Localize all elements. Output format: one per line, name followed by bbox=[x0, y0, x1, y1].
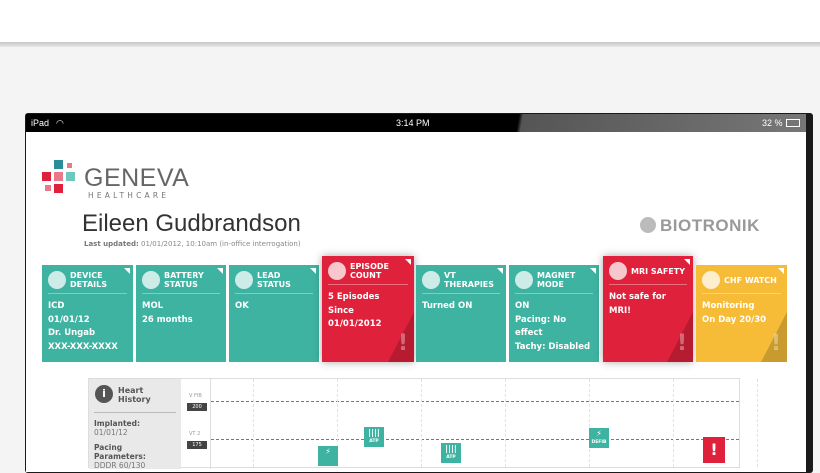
exclamation-icon: ! bbox=[397, 331, 408, 356]
battery-icon bbox=[142, 271, 160, 289]
warning-triangle-icon bbox=[388, 312, 414, 362]
card-vt-therapies[interactable]: VT Therapies Turned ON bbox=[416, 265, 506, 362]
expand-corner-icon[interactable] bbox=[590, 268, 596, 274]
status-bar: iPad ◠ 3:14 PM 32 % bbox=[26, 114, 806, 132]
expand-corner-icon[interactable] bbox=[778, 268, 784, 274]
biotronik-emblem-icon bbox=[640, 217, 656, 233]
page-top bbox=[0, 0, 820, 42]
card-value: Tachy: Disabled bbox=[515, 341, 591, 352]
zone-line bbox=[211, 401, 739, 402]
brand-subtitle: HEALTHCARE bbox=[88, 191, 170, 200]
card-title: CHF Watch bbox=[724, 275, 777, 285]
card-value: 5 Episodes bbox=[328, 292, 380, 302]
card-magnet-mode[interactable]: Magnet Mode ON Pacing: No effect Tachy: Dis… bbox=[509, 265, 599, 362]
grid-line bbox=[505, 379, 506, 467]
lead-icon bbox=[235, 271, 253, 289]
battery-level: 32 % bbox=[762, 118, 783, 128]
zone-value: 200 bbox=[187, 403, 207, 411]
expand-corner-icon[interactable] bbox=[217, 268, 223, 274]
warning-triangle-icon bbox=[761, 312, 787, 362]
grid-line bbox=[337, 379, 338, 467]
card-value: 26 months bbox=[142, 314, 193, 325]
biotronik-logo: BIOTRONIK bbox=[640, 216, 760, 236]
expand-corner-icon[interactable] bbox=[497, 268, 503, 274]
warning-triangle-icon bbox=[667, 312, 693, 362]
card-title: Magnet Mode bbox=[537, 271, 576, 289]
zone-line bbox=[211, 439, 739, 440]
grid-line bbox=[589, 379, 590, 467]
card-device-details[interactable]: Device Details ICD 01/01/12 Dr. Ungab XXX-XX… bbox=[42, 265, 133, 362]
card-chf-watch[interactable]: CHF Watch Monitoring On Day 20/30! bbox=[696, 265, 787, 362]
card-value: ICD bbox=[48, 301, 65, 311]
card-value: Not safe for MRI! bbox=[609, 292, 666, 316]
zone-value: 175 bbox=[187, 441, 207, 449]
updated-label: Last updated: bbox=[84, 240, 139, 248]
card-value: Monitoring bbox=[702, 301, 755, 311]
heart-history-chart: i Heart History Implanted: 01/01/12 Paci… bbox=[88, 378, 758, 470]
card-value: XXX-XXX-XXXX bbox=[48, 341, 118, 352]
card-title: Episode Count bbox=[350, 262, 389, 280]
zone-label: VT 2 bbox=[189, 431, 201, 437]
card-episode-count[interactable]: Episode Count 5 Episodes Since 01/01/2012! bbox=[322, 256, 414, 362]
last-updated: Last updated: 01/01/2012, 10:10am (in-of… bbox=[84, 240, 301, 248]
pacing-value: DDDR 60/130 bbox=[94, 461, 146, 470]
card-value: MOL bbox=[142, 301, 164, 311]
heart-info-icon: i bbox=[95, 385, 113, 403]
card-lead-status[interactable]: Lead Status OK bbox=[229, 265, 319, 362]
grid-line bbox=[253, 379, 254, 467]
geneva-logo-icon bbox=[42, 160, 75, 193]
heart-lightning-icon bbox=[422, 271, 440, 289]
expand-corner-icon[interactable] bbox=[124, 268, 130, 274]
clock-icon bbox=[702, 271, 720, 289]
pacing-label: Pacing Parameters: bbox=[94, 443, 146, 461]
card-value: Turned ON bbox=[422, 301, 473, 311]
card-value: OK bbox=[235, 301, 249, 311]
card-value: On Day 20/30 bbox=[702, 314, 767, 325]
implanted-value: 01/01/12 bbox=[94, 428, 128, 437]
magnet-icon bbox=[515, 271, 533, 289]
card-value: 01/01/12 bbox=[48, 314, 90, 325]
card-mri-safety[interactable]: MRI Safety Not safe for MRI!! bbox=[603, 256, 693, 362]
alert-marker[interactable]: ! bbox=[703, 437, 725, 463]
grid-line bbox=[421, 379, 422, 467]
card-title: Device Details bbox=[70, 271, 107, 289]
atp-marker[interactable]: |||| ATP bbox=[441, 443, 461, 463]
card-title: Lead Status bbox=[257, 271, 291, 289]
zone-label: V FIB bbox=[189, 393, 202, 399]
grid-line bbox=[673, 379, 674, 467]
zone-axis: V FIB 200 VT 2 175 bbox=[183, 379, 211, 469]
wifi-icon: ◠ bbox=[56, 118, 64, 128]
history-title: Heart History bbox=[118, 386, 151, 404]
card-value: ON bbox=[515, 301, 530, 311]
partner-name: BIOTRONIK bbox=[660, 216, 760, 235]
divider bbox=[0, 42, 820, 47]
implanted-label: Implanted: bbox=[94, 419, 140, 428]
heart-history-panel: i Heart History Implanted: 01/01/12 Paci… bbox=[89, 379, 181, 470]
updated-value: 01/01/2012, 10:10am (in-office interroga… bbox=[141, 240, 301, 248]
expand-corner-icon[interactable] bbox=[405, 259, 411, 265]
card-value: Pacing: No effect bbox=[515, 314, 567, 339]
expand-corner-icon[interactable] bbox=[310, 268, 316, 274]
patient-name: Eileen Gudbrandson bbox=[82, 210, 301, 237]
device-name: iPad bbox=[31, 118, 50, 128]
shock-marker[interactable]: ⚡ bbox=[318, 446, 338, 466]
exclamation-icon: ! bbox=[770, 331, 781, 356]
mri-icon bbox=[609, 262, 627, 280]
lightning-shield-icon bbox=[48, 271, 66, 289]
exclamation-icon: ! bbox=[676, 331, 687, 356]
grid-line bbox=[757, 379, 758, 467]
card-value: Since 01/01/2012 bbox=[328, 305, 382, 330]
card-battery-status[interactable]: Battery Status MOL 26 months bbox=[136, 265, 226, 362]
defib-marker[interactable]: ⚡ DEFIB bbox=[589, 428, 609, 448]
card-title: VT Therapies bbox=[444, 271, 495, 289]
atp-marker[interactable]: |||| ATP bbox=[364, 427, 384, 447]
card-title: Battery Status bbox=[164, 271, 204, 289]
clock-time: 3:14 PM bbox=[396, 118, 430, 128]
brand-name: GENEVA bbox=[84, 164, 190, 192]
expand-corner-icon[interactable] bbox=[684, 259, 690, 265]
heart-hash-icon bbox=[328, 262, 346, 280]
card-value: Dr. Ungab bbox=[48, 328, 96, 338]
battery-icon bbox=[786, 119, 800, 127]
card-title: MRI Safety bbox=[631, 266, 686, 276]
